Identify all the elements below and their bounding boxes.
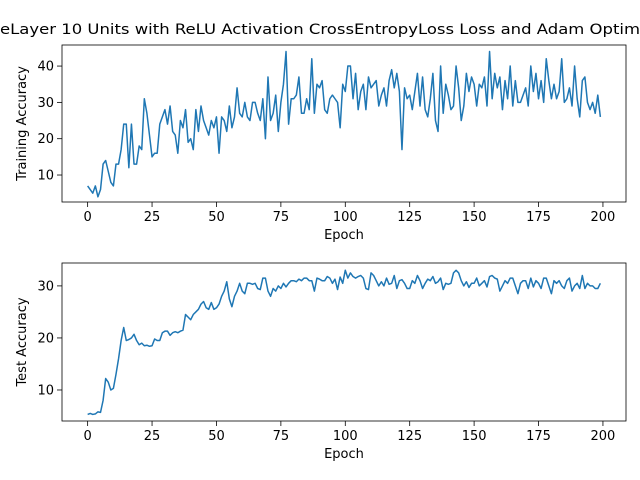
data-line	[87, 50, 602, 198]
x-tick-label: 175	[526, 210, 551, 225]
x-tick-label: 150	[462, 210, 487, 225]
y-tick-label: 20	[37, 132, 54, 147]
x-tick-label: 125	[397, 429, 422, 444]
x-tick-label: 0	[83, 429, 91, 444]
x-axis-label: Epoch	[324, 447, 364, 462]
y-axis-label: Test Accuracy	[15, 297, 30, 387]
x-tick-label: 50	[208, 210, 225, 225]
y-tick-label: 30	[37, 96, 54, 111]
x-tick-label: 100	[333, 210, 358, 225]
x-tick-label: 100	[333, 429, 358, 444]
x-tick-label: 25	[144, 429, 161, 444]
x-tick-label: 125	[397, 210, 422, 225]
x-tick-label: 75	[273, 429, 290, 444]
y-tick-label: 40	[37, 60, 54, 75]
x-axis-label: Epoch	[324, 228, 364, 243]
x-tick-label: 25	[144, 210, 161, 225]
axes-frame	[61, 44, 627, 203]
x-tick-label: 200	[591, 210, 616, 225]
x-tick-label: 175	[526, 429, 551, 444]
x-tick-label: 50	[208, 429, 225, 444]
data-line	[87, 269, 602, 416]
axes-frame	[61, 262, 627, 422]
y-tick-label: 30	[37, 279, 54, 294]
chart-title: eLayer 10 Units with ReLU Activation Cro…	[0, 22, 640, 38]
x-tick-label: 0	[83, 210, 91, 225]
x-tick-label: 150	[462, 429, 487, 444]
y-tick-label: 10	[37, 169, 54, 184]
y-axis-label: Training Accuracy	[15, 66, 30, 182]
x-tick-label: 200	[591, 429, 616, 444]
y-tick-label: 20	[37, 331, 54, 346]
y-tick-label: 10	[37, 383, 54, 398]
x-tick-label: 75	[273, 210, 290, 225]
